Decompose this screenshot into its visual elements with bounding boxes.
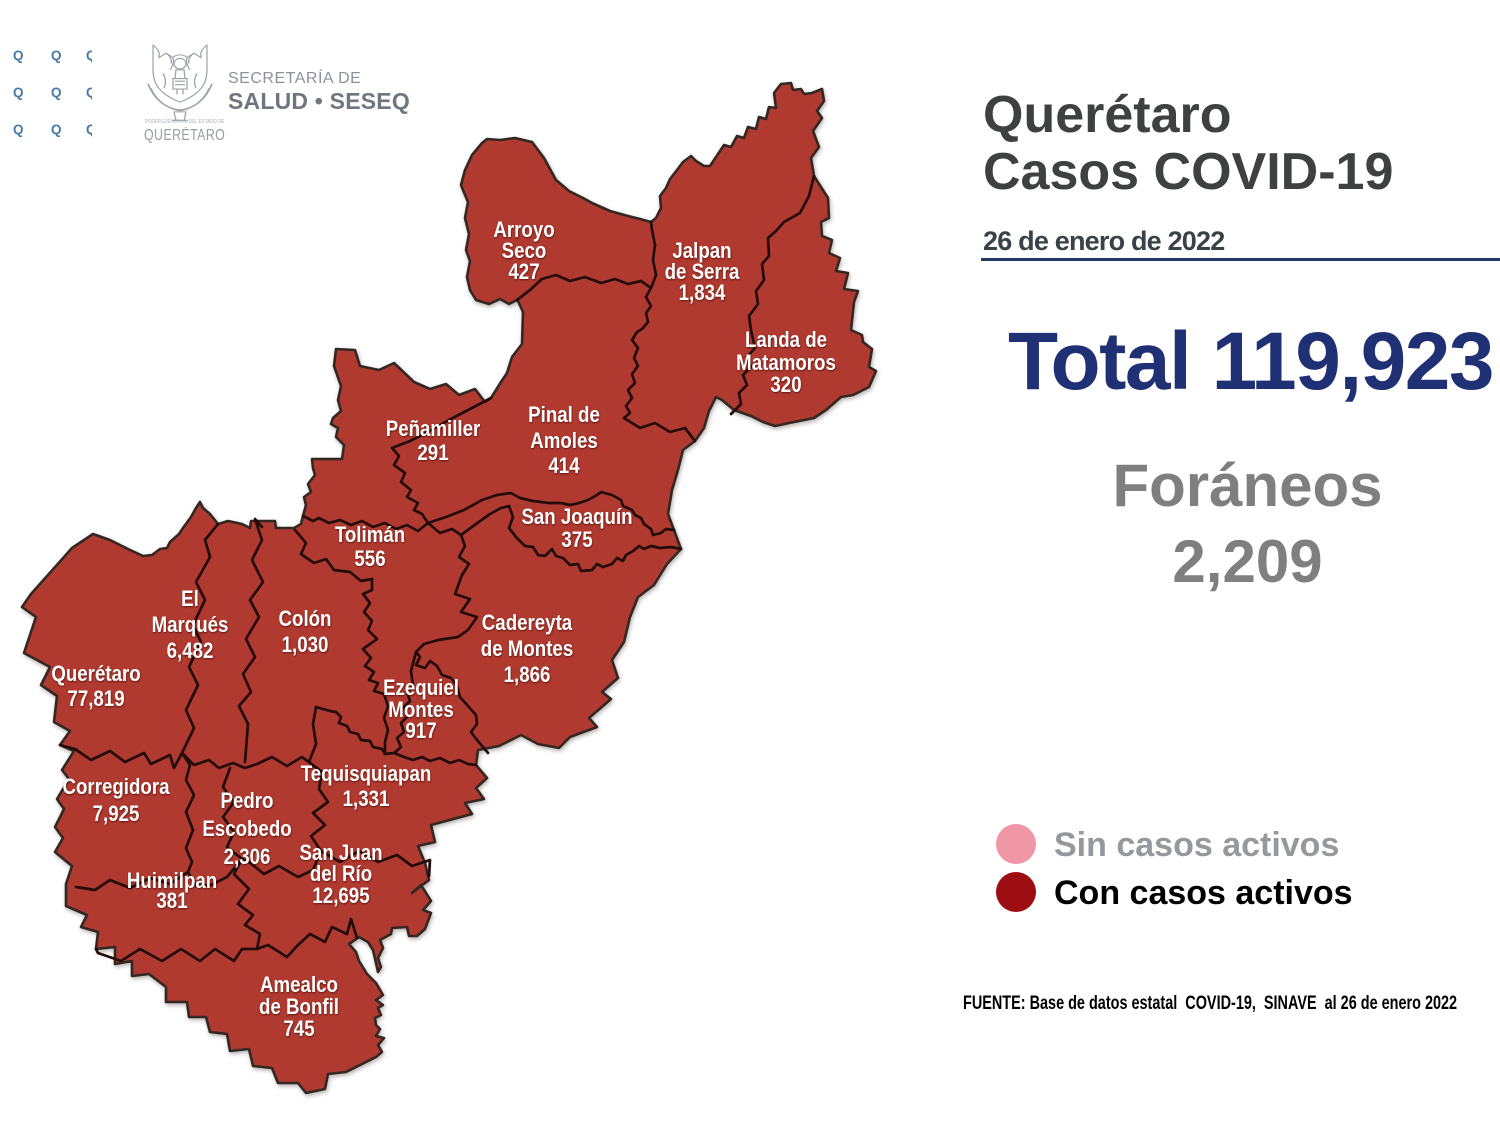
svg-text:Marqués: Marqués bbox=[152, 614, 229, 638]
svg-text:Arroyo: Arroyo bbox=[493, 219, 554, 243]
svg-text:Amealco: Amealco bbox=[260, 974, 338, 998]
svg-text:Seco: Seco bbox=[502, 240, 547, 264]
svg-text:917: 917 bbox=[405, 720, 436, 744]
svg-text:414: 414 bbox=[548, 455, 580, 479]
svg-text:Ezequiel: Ezequiel bbox=[383, 677, 459, 701]
svg-text:Corregidora: Corregidora bbox=[63, 776, 171, 800]
svg-text:Colón: Colón bbox=[279, 608, 332, 632]
svg-text:de Montes: de Montes bbox=[481, 638, 573, 662]
svg-text:77,819: 77,819 bbox=[67, 688, 124, 712]
svg-text:Querétaro: Querétaro bbox=[51, 663, 140, 687]
svg-text:Jalpan: Jalpan bbox=[672, 240, 731, 264]
svg-text:291: 291 bbox=[417, 442, 448, 466]
svg-text:Amoles: Amoles bbox=[530, 430, 598, 454]
svg-text:El: El bbox=[181, 588, 199, 612]
svg-text:de Bonfil: de Bonfil bbox=[259, 996, 339, 1020]
svg-text:6,482: 6,482 bbox=[167, 640, 214, 664]
svg-text:Pinal de: Pinal de bbox=[528, 404, 600, 428]
svg-text:Tolimán: Tolimán bbox=[335, 524, 405, 548]
svg-text:Cadereyta: Cadereyta bbox=[482, 612, 573, 636]
svg-text:del Río: del Río bbox=[310, 863, 372, 887]
svg-text:de Serra: de Serra bbox=[665, 261, 740, 285]
svg-text:320: 320 bbox=[770, 374, 801, 398]
svg-text:381: 381 bbox=[156, 890, 187, 914]
svg-text:San Juan: San Juan bbox=[299, 842, 382, 866]
svg-text:Tequisquiapan: Tequisquiapan bbox=[301, 763, 432, 787]
svg-text:427: 427 bbox=[508, 261, 539, 285]
svg-text:Landa de: Landa de bbox=[745, 329, 827, 353]
svg-text:1,331: 1,331 bbox=[343, 788, 390, 812]
svg-text:Matamoros: Matamoros bbox=[736, 352, 836, 376]
svg-text:Peñamiller: Peñamiller bbox=[386, 418, 481, 442]
svg-text:2,306: 2,306 bbox=[224, 846, 271, 870]
svg-text:745: 745 bbox=[283, 1018, 314, 1042]
svg-text:1,030: 1,030 bbox=[282, 634, 329, 658]
svg-text:375: 375 bbox=[561, 529, 592, 553]
svg-text:7,925: 7,925 bbox=[93, 803, 140, 827]
svg-text:556: 556 bbox=[354, 548, 385, 572]
svg-text:Montes: Montes bbox=[388, 699, 453, 723]
svg-text:Pedro: Pedro bbox=[221, 790, 274, 814]
svg-text:Escobedo: Escobedo bbox=[202, 818, 291, 842]
svg-text:1,834: 1,834 bbox=[679, 282, 726, 306]
svg-text:Huimilpan: Huimilpan bbox=[127, 870, 217, 894]
svg-text:San Joaquín: San Joaquín bbox=[521, 506, 632, 530]
svg-text:12,695: 12,695 bbox=[312, 885, 369, 909]
svg-text:1,866: 1,866 bbox=[504, 664, 551, 688]
